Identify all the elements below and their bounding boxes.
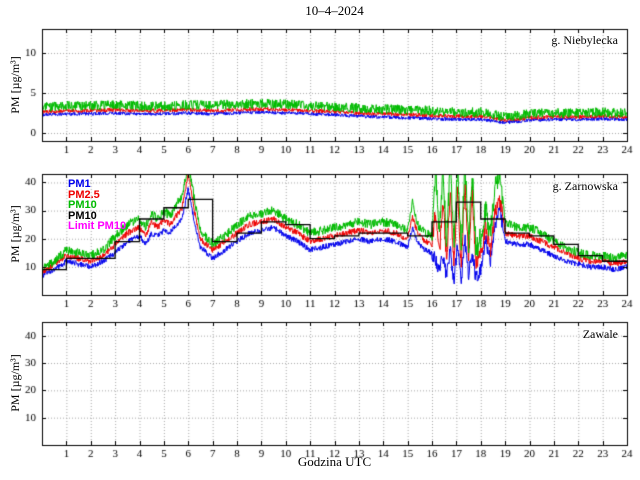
y-axis-label-niebylecka: PM [µg/m³] <box>8 56 22 114</box>
panel-title-zarnowska: g. Zarnowska <box>552 179 618 193</box>
y-axis-label-zawale: PM [µg/m³] <box>8 354 22 412</box>
legend-item-pm10: PM10 <box>68 209 97 222</box>
panel-title-niebylecka: g. Niebylecka <box>551 33 618 47</box>
legend-item-pm10: PM10 <box>68 199 97 211</box>
chart-title: 10–4–2024 <box>305 3 364 18</box>
legend-item-limit-pm10: Limit PM10 <box>68 220 127 232</box>
legend-item-pm1: PM1 <box>68 178 91 190</box>
panel-title-zawale: Zawale <box>582 327 618 341</box>
x-axis-label: Godzina UTC <box>297 454 372 469</box>
legend-item-pm2.5: PM2.5 <box>68 188 100 201</box>
y-axis-label-zarnowska: PM [µg/m³] <box>8 205 22 263</box>
legend: PM1 PM2.5 PM10 PM10 Limit PM10 <box>68 179 126 232</box>
